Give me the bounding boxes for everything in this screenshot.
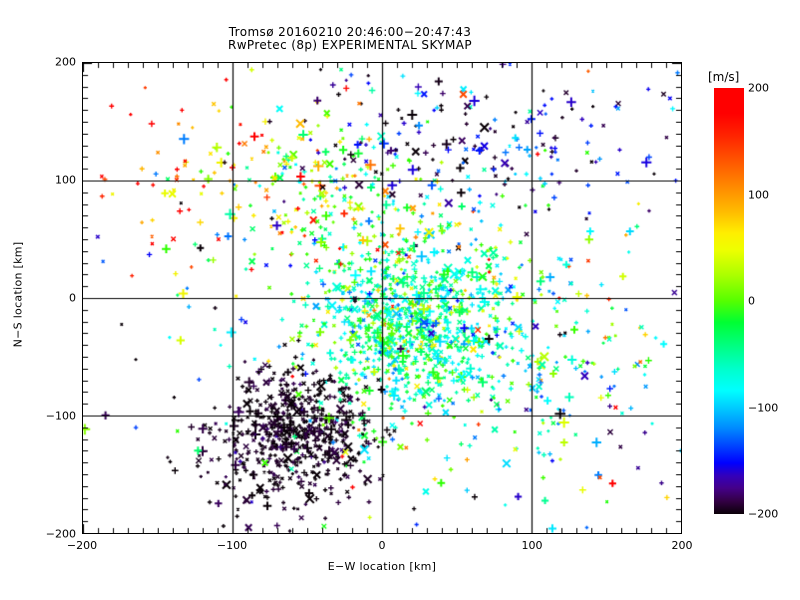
colorbar-tick-label: 200 bbox=[748, 81, 769, 95]
y-axis-title: N−S location [km] bbox=[11, 241, 25, 348]
colorbar-tick-label: 0 bbox=[748, 294, 755, 308]
y-tick-label: −100 bbox=[45, 409, 76, 423]
x-tick-label: −200 bbox=[66, 539, 98, 552]
colorbar-tick-label: −100 bbox=[748, 401, 779, 414]
plot-area bbox=[82, 62, 682, 534]
colorbar-tick-label: 100 bbox=[748, 188, 769, 201]
y-tick-label: 200 bbox=[55, 55, 76, 69]
colorbar-tick-label: −200 bbox=[748, 507, 779, 521]
x-tick-label: 100 bbox=[521, 539, 543, 552]
y-tick-label: −200 bbox=[45, 527, 76, 541]
x-tick-label: 200 bbox=[671, 539, 693, 552]
y-tick-label: 0 bbox=[69, 291, 76, 305]
x-axis-title: E−W location [km] bbox=[327, 560, 437, 573]
x-tick-label: −100 bbox=[216, 539, 248, 552]
title-line-2: RwPretec (8p) EXPERIMENTAL SKYMAP bbox=[227, 38, 473, 52]
colorbar bbox=[714, 88, 744, 514]
colorbar-gradient bbox=[714, 88, 744, 514]
x-tick-label: 0 bbox=[378, 539, 386, 552]
colorbar-unit-label: [m/s] bbox=[708, 70, 740, 84]
figure-title: Tromsø 20160210 20:46:00−20:47:43 RwPret… bbox=[0, 26, 700, 52]
title-line-1: Tromsø 20160210 20:46:00−20:47:43 bbox=[228, 25, 472, 39]
y-tick-label: 100 bbox=[55, 173, 76, 187]
scatter-canvas bbox=[83, 63, 681, 533]
